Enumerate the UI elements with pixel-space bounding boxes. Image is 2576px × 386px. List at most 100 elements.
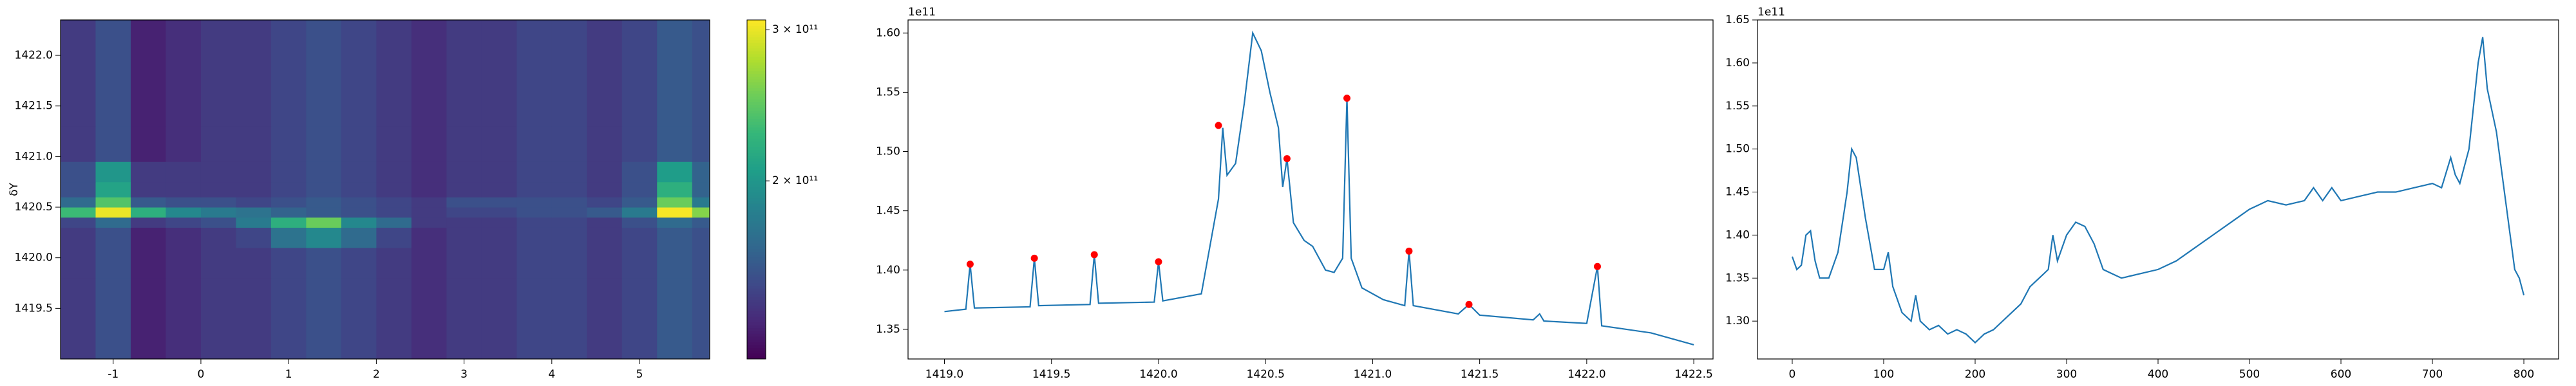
colorbar-segment <box>747 212 766 216</box>
heatmap-cell <box>376 247 412 279</box>
x-tick-label: 4 <box>548 368 555 381</box>
heatmap-cell <box>236 207 272 218</box>
colorbar-segment <box>747 175 766 179</box>
colorbar-segment <box>747 76 766 80</box>
heatmap-cell <box>270 278 307 360</box>
heatmap-cell <box>657 161 693 183</box>
colorbar-segment <box>747 51 766 55</box>
y-offset-label: 1e11 <box>1757 6 1785 19</box>
x-tick-label: 600 <box>2331 368 2351 381</box>
heatmap-cell <box>61 227 96 248</box>
heatmap-cell <box>481 278 517 360</box>
colorbar-segment <box>747 282 766 286</box>
colorbar-segment <box>747 79 766 83</box>
heatmap-cell <box>446 247 482 279</box>
heatmap-cell <box>236 20 272 127</box>
heatmap-cell <box>95 126 131 162</box>
x-tick-label: 1421.0 <box>1354 368 1392 381</box>
heatmap-cell <box>95 181 131 198</box>
heatmap-cell <box>95 278 131 360</box>
heatmap-cell <box>692 227 710 248</box>
heatmap-cell <box>551 197 587 208</box>
colorbar-segment <box>747 277 766 280</box>
colorbar-segment <box>747 325 766 329</box>
heatmap-cell <box>621 181 658 198</box>
colorbar-segment <box>747 252 766 255</box>
heatmap-cell <box>411 197 447 208</box>
heatmap-cell <box>446 161 482 183</box>
heatmap-cell <box>551 207 587 218</box>
heatmap-cell <box>481 126 517 162</box>
colorbar-segment <box>747 20 766 23</box>
x-tick-label: 1 <box>285 368 292 381</box>
colorbar-segment <box>747 209 766 213</box>
colorbar-segment <box>747 147 766 151</box>
colorbar-segment <box>747 42 766 46</box>
x-tick-label: 5 <box>636 368 643 381</box>
colorbar-segment <box>747 33 766 37</box>
colorbar-frame <box>746 19 766 360</box>
colorbar-segment <box>747 152 766 156</box>
peak-marker <box>1283 155 1291 163</box>
colorbar-segment <box>747 133 766 136</box>
colorbar-segment <box>747 311 766 315</box>
x-tick-label: 700 <box>2422 368 2443 381</box>
heatmap-cell <box>411 126 447 162</box>
heatmap-cell <box>306 161 342 183</box>
heatmap-cell <box>236 161 272 183</box>
heatmap-cell <box>551 161 587 183</box>
heatmap-cell <box>341 217 377 228</box>
heatmap-cell <box>692 126 710 162</box>
heatmap-cell <box>692 207 710 218</box>
y-tick-label: 1419.5 <box>15 302 53 315</box>
x-tick-label: 400 <box>2148 368 2168 381</box>
heatmap-cell <box>446 20 482 127</box>
heatmap-cell <box>236 227 272 248</box>
heatmap-cell <box>130 207 166 218</box>
heatmap-cell <box>270 197 307 208</box>
heatmap-cell <box>516 217 553 228</box>
heatmap-cell <box>621 207 658 218</box>
heatmap-cell <box>621 20 658 127</box>
heatmap-cell <box>270 227 307 248</box>
heatmap-cell <box>692 247 710 279</box>
heatmap-cell <box>200 227 236 248</box>
colorbar-segment <box>747 322 766 326</box>
colorbar-segment <box>747 155 766 159</box>
heatmap-cell <box>516 161 553 183</box>
colorbar-segment <box>747 102 766 106</box>
panel: 1e11 0 100 200 300 400 500 600 700 800 1.30 1.35 1.4… <box>1725 6 2559 381</box>
colorbar-segment <box>747 220 766 224</box>
heatmap-cell <box>481 161 517 183</box>
heatmap-cell <box>166 278 202 360</box>
heatmap-cell <box>236 278 272 360</box>
colorbar-segment <box>747 299 766 303</box>
y-tick-label: 1420.5 <box>15 201 53 214</box>
heatmap-cell <box>61 278 96 360</box>
colorbar-segment <box>747 98 766 102</box>
colorbar-segment <box>747 172 766 176</box>
colorbar-segment <box>747 161 766 165</box>
x-tick-label: -1 <box>108 368 118 381</box>
colorbar-segment <box>747 150 766 153</box>
y-tick-label: 1.35 <box>876 323 900 336</box>
heatmap-cell <box>446 278 482 360</box>
colorbar-segment <box>747 305 766 309</box>
heatmap-cell <box>130 217 166 228</box>
heatmap-cell <box>306 197 342 208</box>
heatmap-cell <box>411 181 447 198</box>
heatmap-cell <box>516 278 553 360</box>
heatmap-cell <box>306 278 342 360</box>
y-tick-label: 1.40 <box>876 264 900 277</box>
colorbar-segment <box>747 223 766 227</box>
colorbar-segment <box>747 215 766 218</box>
colorbar-segment <box>747 187 766 190</box>
heatmap-cell <box>411 161 447 183</box>
peak-marker <box>1593 262 1601 270</box>
colorbar-segment <box>747 183 766 187</box>
colorbar-segment <box>747 71 766 74</box>
heatmap-cell <box>306 227 342 248</box>
axes-frame <box>907 19 1714 360</box>
colorbar-segment <box>747 163 766 167</box>
colorbar-segment <box>747 37 766 41</box>
